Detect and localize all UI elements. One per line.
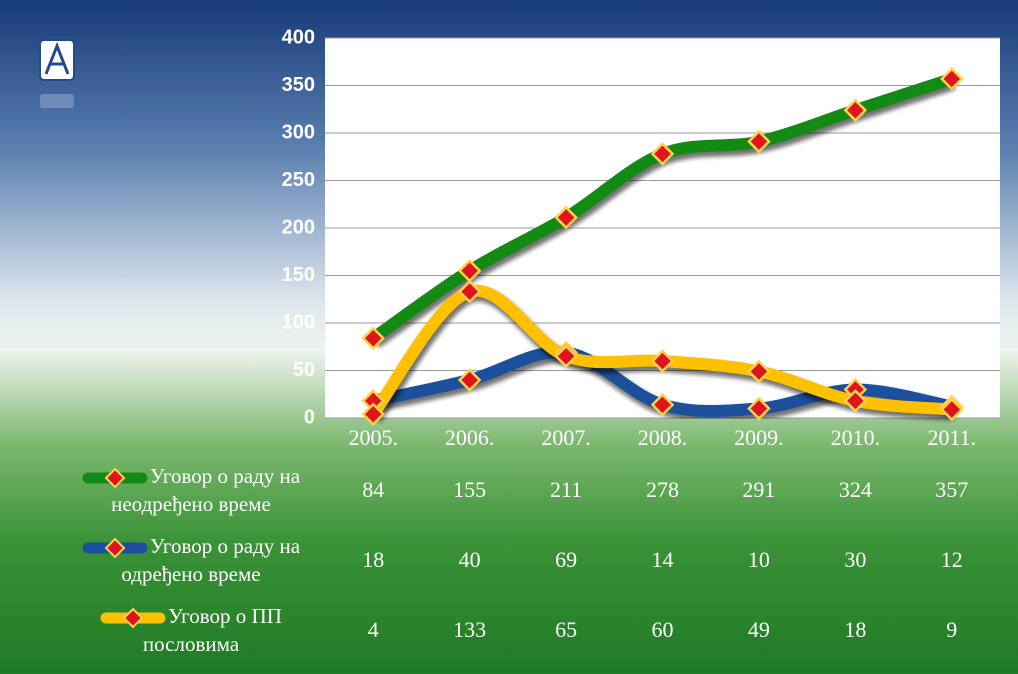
table-cell: 40 xyxy=(459,547,481,572)
y-tick-label: 0 xyxy=(304,406,315,428)
table-cell: 291 xyxy=(742,477,775,502)
legend-label: Уговор о ПП пословима xyxy=(142,604,282,656)
table-cell: 324 xyxy=(839,477,872,502)
x-tick-label: 2007. xyxy=(541,425,591,450)
marker xyxy=(554,205,578,230)
marker xyxy=(940,397,964,422)
table-cell: 65 xyxy=(555,617,577,642)
table-cell: 18 xyxy=(844,617,866,642)
legend-entry: Уговор о раду на одређено време xyxy=(52,532,330,588)
table-cell: 10 xyxy=(748,547,770,572)
legend-marker xyxy=(122,607,144,629)
legend-icon xyxy=(82,467,148,489)
y-tick-label: 150 xyxy=(282,264,315,286)
legend-marker xyxy=(104,537,126,559)
x-tick-label: 2005. xyxy=(348,425,398,450)
table-cell: 69 xyxy=(555,547,577,572)
marker xyxy=(747,396,771,421)
table-cell: 133 xyxy=(453,617,486,642)
legend-entry: Уговор о ПП пословима xyxy=(52,602,330,658)
legend-icon xyxy=(100,607,166,629)
marker xyxy=(843,98,868,122)
table-cell: 4 xyxy=(368,617,379,642)
y-tick-label: 350 xyxy=(282,74,315,96)
y-tick-label: 100 xyxy=(282,311,315,333)
y-tick-label: 300 xyxy=(282,121,315,143)
marker xyxy=(361,402,385,426)
marker xyxy=(843,389,868,413)
table-cell: 84 xyxy=(362,477,384,502)
table-cell: 49 xyxy=(748,617,770,642)
marker xyxy=(747,129,771,154)
x-tick-label: 2006. xyxy=(445,425,495,450)
marker xyxy=(457,368,482,392)
x-tick-label: 2011. xyxy=(927,425,976,450)
y-tick-label: 400 xyxy=(282,26,315,48)
y-tick-label: 50 xyxy=(293,359,315,381)
y-tick-label: 250 xyxy=(282,169,315,191)
marker xyxy=(457,279,482,304)
table-cell: 9 xyxy=(946,617,957,642)
table-cell: 14 xyxy=(652,547,674,572)
table-cell: 12 xyxy=(941,547,963,572)
marker xyxy=(650,349,675,373)
marker xyxy=(650,142,675,166)
legend-marker xyxy=(104,467,126,489)
legend-icon xyxy=(82,537,148,559)
legend-entry: Уговор о раду на неодређено време xyxy=(52,462,330,518)
table-cell: 60 xyxy=(652,617,674,642)
logo xyxy=(39,39,75,108)
table-cell: 357 xyxy=(935,477,968,502)
marker xyxy=(361,326,385,350)
y-tick-label: 200 xyxy=(282,216,315,238)
table-cell: 155 xyxy=(453,477,486,502)
marker xyxy=(747,359,771,384)
table-cell: 30 xyxy=(844,547,866,572)
legend-label: Уговор о раду на неодређено време xyxy=(111,464,301,516)
legend-label: Уговор о раду на одређено време xyxy=(121,534,301,586)
x-tick-label: 2010. xyxy=(831,425,881,450)
table-cell: 18 xyxy=(362,547,384,572)
marker xyxy=(940,67,964,91)
table-cell: 211 xyxy=(550,477,582,502)
x-tick-label: 2008. xyxy=(638,425,688,450)
x-tick-label: 2009. xyxy=(734,425,784,450)
marker xyxy=(554,344,578,369)
marker xyxy=(650,392,675,417)
table-cell: 278 xyxy=(646,477,679,502)
